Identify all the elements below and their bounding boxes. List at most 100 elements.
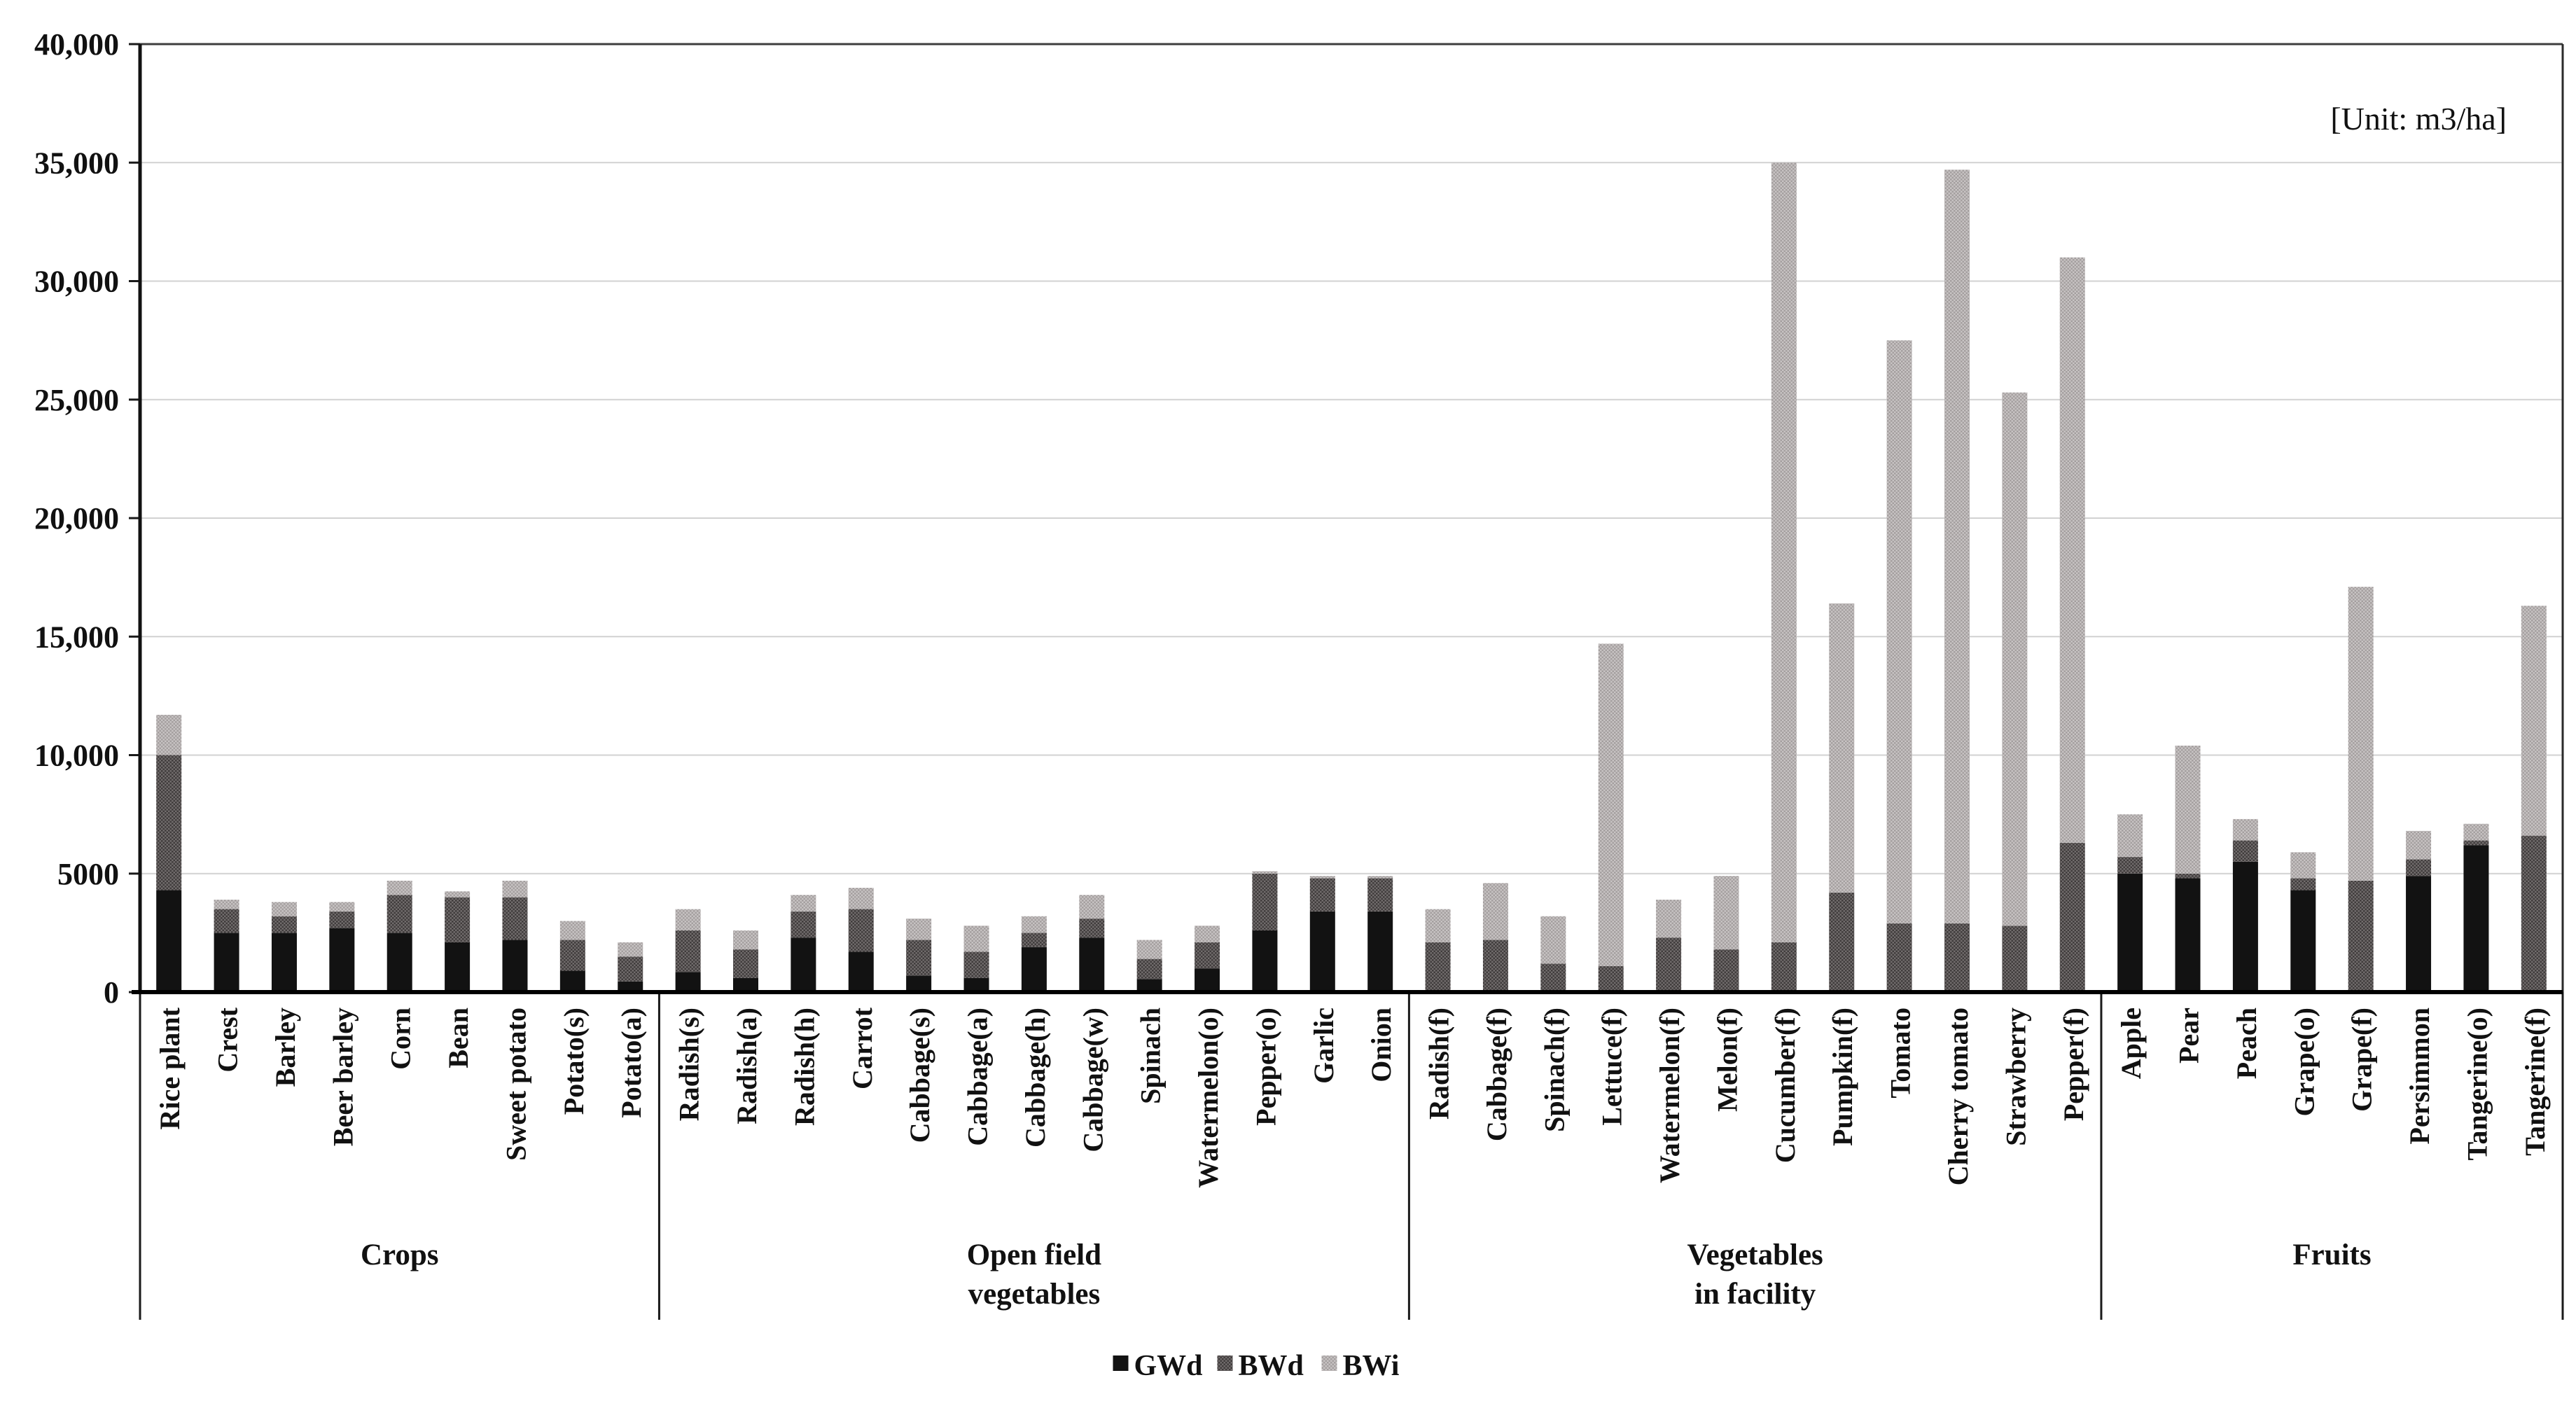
bar-segment-BWi bbox=[1195, 926, 1220, 942]
bar-segment-BWi bbox=[1079, 895, 1105, 919]
bar-segment-GWd bbox=[2290, 890, 2316, 992]
bar-segment-GWd bbox=[502, 940, 528, 992]
bar-segment-BWi bbox=[2290, 852, 2316, 879]
bar-segment-BWi bbox=[1713, 876, 1739, 950]
group-label: Crops bbox=[361, 1239, 439, 1271]
group-label: Open field vegetables bbox=[967, 1239, 1101, 1311]
legend-label: BWi bbox=[1343, 1350, 1400, 1382]
bar-segment-BWi bbox=[791, 895, 816, 912]
category-label: Tangerine(f) bbox=[2519, 1008, 2551, 1156]
bar-segment-GWd bbox=[214, 933, 239, 992]
category-label: Cabbage(a) bbox=[962, 1008, 994, 1146]
bar-segment-BWi bbox=[733, 930, 758, 950]
category-label: Melon(f) bbox=[1711, 1008, 1743, 1112]
gridlines bbox=[140, 162, 2563, 874]
category-label: Pear bbox=[2173, 1008, 2205, 1064]
bar-segment-BWd bbox=[848, 909, 874, 952]
bar-segment-GWd bbox=[1195, 968, 1220, 992]
bar-segment-BWd bbox=[1886, 923, 1912, 992]
bar-segment-BWi bbox=[329, 902, 355, 912]
bar-segment-BWi bbox=[1425, 909, 1451, 942]
bar-segment-GWd bbox=[329, 928, 355, 992]
y-tick-label: 30,000 bbox=[34, 265, 119, 299]
bar-segment-BWd bbox=[2002, 926, 2028, 992]
bar-segment-BWd bbox=[2406, 859, 2432, 877]
category-label: Potato(s) bbox=[558, 1008, 590, 1115]
bar-segment-BWd bbox=[1829, 892, 1855, 992]
bar-segment-BWi bbox=[1252, 871, 1278, 874]
bar-segment-BWi bbox=[559, 921, 585, 940]
bar-segment-BWi bbox=[1136, 940, 1162, 959]
bar-segment-BWd bbox=[1656, 938, 1682, 992]
bar-segment-BWd bbox=[1771, 942, 1797, 992]
bar-segment-BWd bbox=[2232, 840, 2258, 862]
category-label: Cucumber(f) bbox=[1769, 1008, 1801, 1163]
bar-segment-BWi bbox=[1482, 883, 1508, 940]
bar-segment-BWi bbox=[2406, 830, 2432, 860]
bar-segment-BWi bbox=[445, 891, 471, 898]
category-label: Barley bbox=[270, 1008, 301, 1087]
category-label: Bean bbox=[443, 1008, 474, 1068]
bar-segment-BWd bbox=[1079, 919, 1105, 938]
category-label: Tomato bbox=[1885, 1008, 1916, 1099]
bar-segment-GWd bbox=[271, 933, 297, 992]
bar-segment-BWi bbox=[2002, 392, 2028, 926]
bar-segment-GWd bbox=[387, 933, 412, 992]
bar-segment-BWd bbox=[2175, 873, 2201, 879]
bar-segment-GWd bbox=[848, 952, 874, 992]
y-tick-label: 10,000 bbox=[34, 739, 119, 773]
bar-segment-GWd bbox=[2175, 878, 2201, 992]
bar-segment-GWd bbox=[2406, 876, 2432, 992]
bar-segment-BWd bbox=[675, 930, 701, 973]
bar-segment-BWi bbox=[156, 714, 182, 755]
bar-segment-BWd bbox=[1425, 942, 1451, 992]
bar-segment-GWd bbox=[2117, 873, 2143, 992]
category-label: Carrot bbox=[847, 1007, 878, 1089]
bar-segment-BWi bbox=[618, 942, 643, 957]
bar-segment-GWd bbox=[733, 977, 758, 992]
bar-segment-GWd bbox=[791, 938, 816, 992]
bar-segment-BWd bbox=[502, 897, 528, 940]
bar-segment-BWi bbox=[271, 902, 297, 916]
category-label: Radish(s) bbox=[674, 1008, 705, 1121]
bar-segment-BWi bbox=[1771, 162, 1797, 942]
bar-segment-BWd bbox=[1482, 940, 1508, 992]
legend-label: GWd bbox=[1134, 1350, 1203, 1382]
category-label: Potato(a) bbox=[615, 1008, 647, 1118]
bar-segment-BWi bbox=[2175, 745, 2201, 874]
bar-segment-BWi bbox=[963, 926, 989, 952]
group-label: Vegetables in facility bbox=[1687, 1239, 1823, 1311]
bar-segment-GWd bbox=[156, 890, 182, 992]
category-label: Crest bbox=[212, 1007, 244, 1072]
bar-segment-BWi bbox=[1598, 643, 1624, 966]
bar-segment-BWi bbox=[675, 909, 701, 930]
bar-segment-BWd bbox=[1252, 873, 1278, 930]
bar-segment-BWd bbox=[1021, 933, 1047, 947]
bar-segment-BWd bbox=[618, 956, 643, 982]
bar-segment-BWi bbox=[2521, 606, 2547, 836]
bar-segment-GWd bbox=[1252, 930, 1278, 992]
bar-segment-GWd bbox=[675, 972, 701, 992]
legend-swatch-GWd bbox=[1113, 1355, 1129, 1371]
bar-segment-BWd bbox=[1309, 878, 1335, 912]
category-label: Grape(f) bbox=[2346, 1008, 2378, 1112]
unit-label: [Unit: m3/ha] bbox=[2330, 101, 2507, 137]
bar-segment-BWd bbox=[1540, 963, 1566, 992]
category-label: Pumpkin(f) bbox=[1827, 1008, 1858, 1146]
bar-segment-GWd bbox=[906, 975, 932, 992]
bar-segment-BWd bbox=[271, 916, 297, 933]
bar-segment-BWi bbox=[1829, 603, 1855, 893]
bar-segment-GWd bbox=[445, 942, 471, 992]
bar-segment-GWd bbox=[1021, 947, 1047, 992]
category-label: Watermelon(o) bbox=[1192, 1008, 1224, 1188]
bar-segment-BWi bbox=[1309, 876, 1335, 879]
bar-segment-GWd bbox=[1136, 979, 1162, 992]
bar-segment-BWd bbox=[1598, 966, 1624, 992]
bar-segment-BWi bbox=[1886, 340, 1912, 923]
bar-segment-BWd bbox=[906, 940, 932, 976]
category-label: Tangerine(o) bbox=[2461, 1008, 2493, 1161]
legend-swatch-BWi bbox=[1321, 1355, 1337, 1371]
y-tick-label: 35,000 bbox=[34, 146, 119, 180]
bar-segment-BWd bbox=[559, 940, 585, 971]
bar-segment-GWd bbox=[2463, 845, 2489, 992]
